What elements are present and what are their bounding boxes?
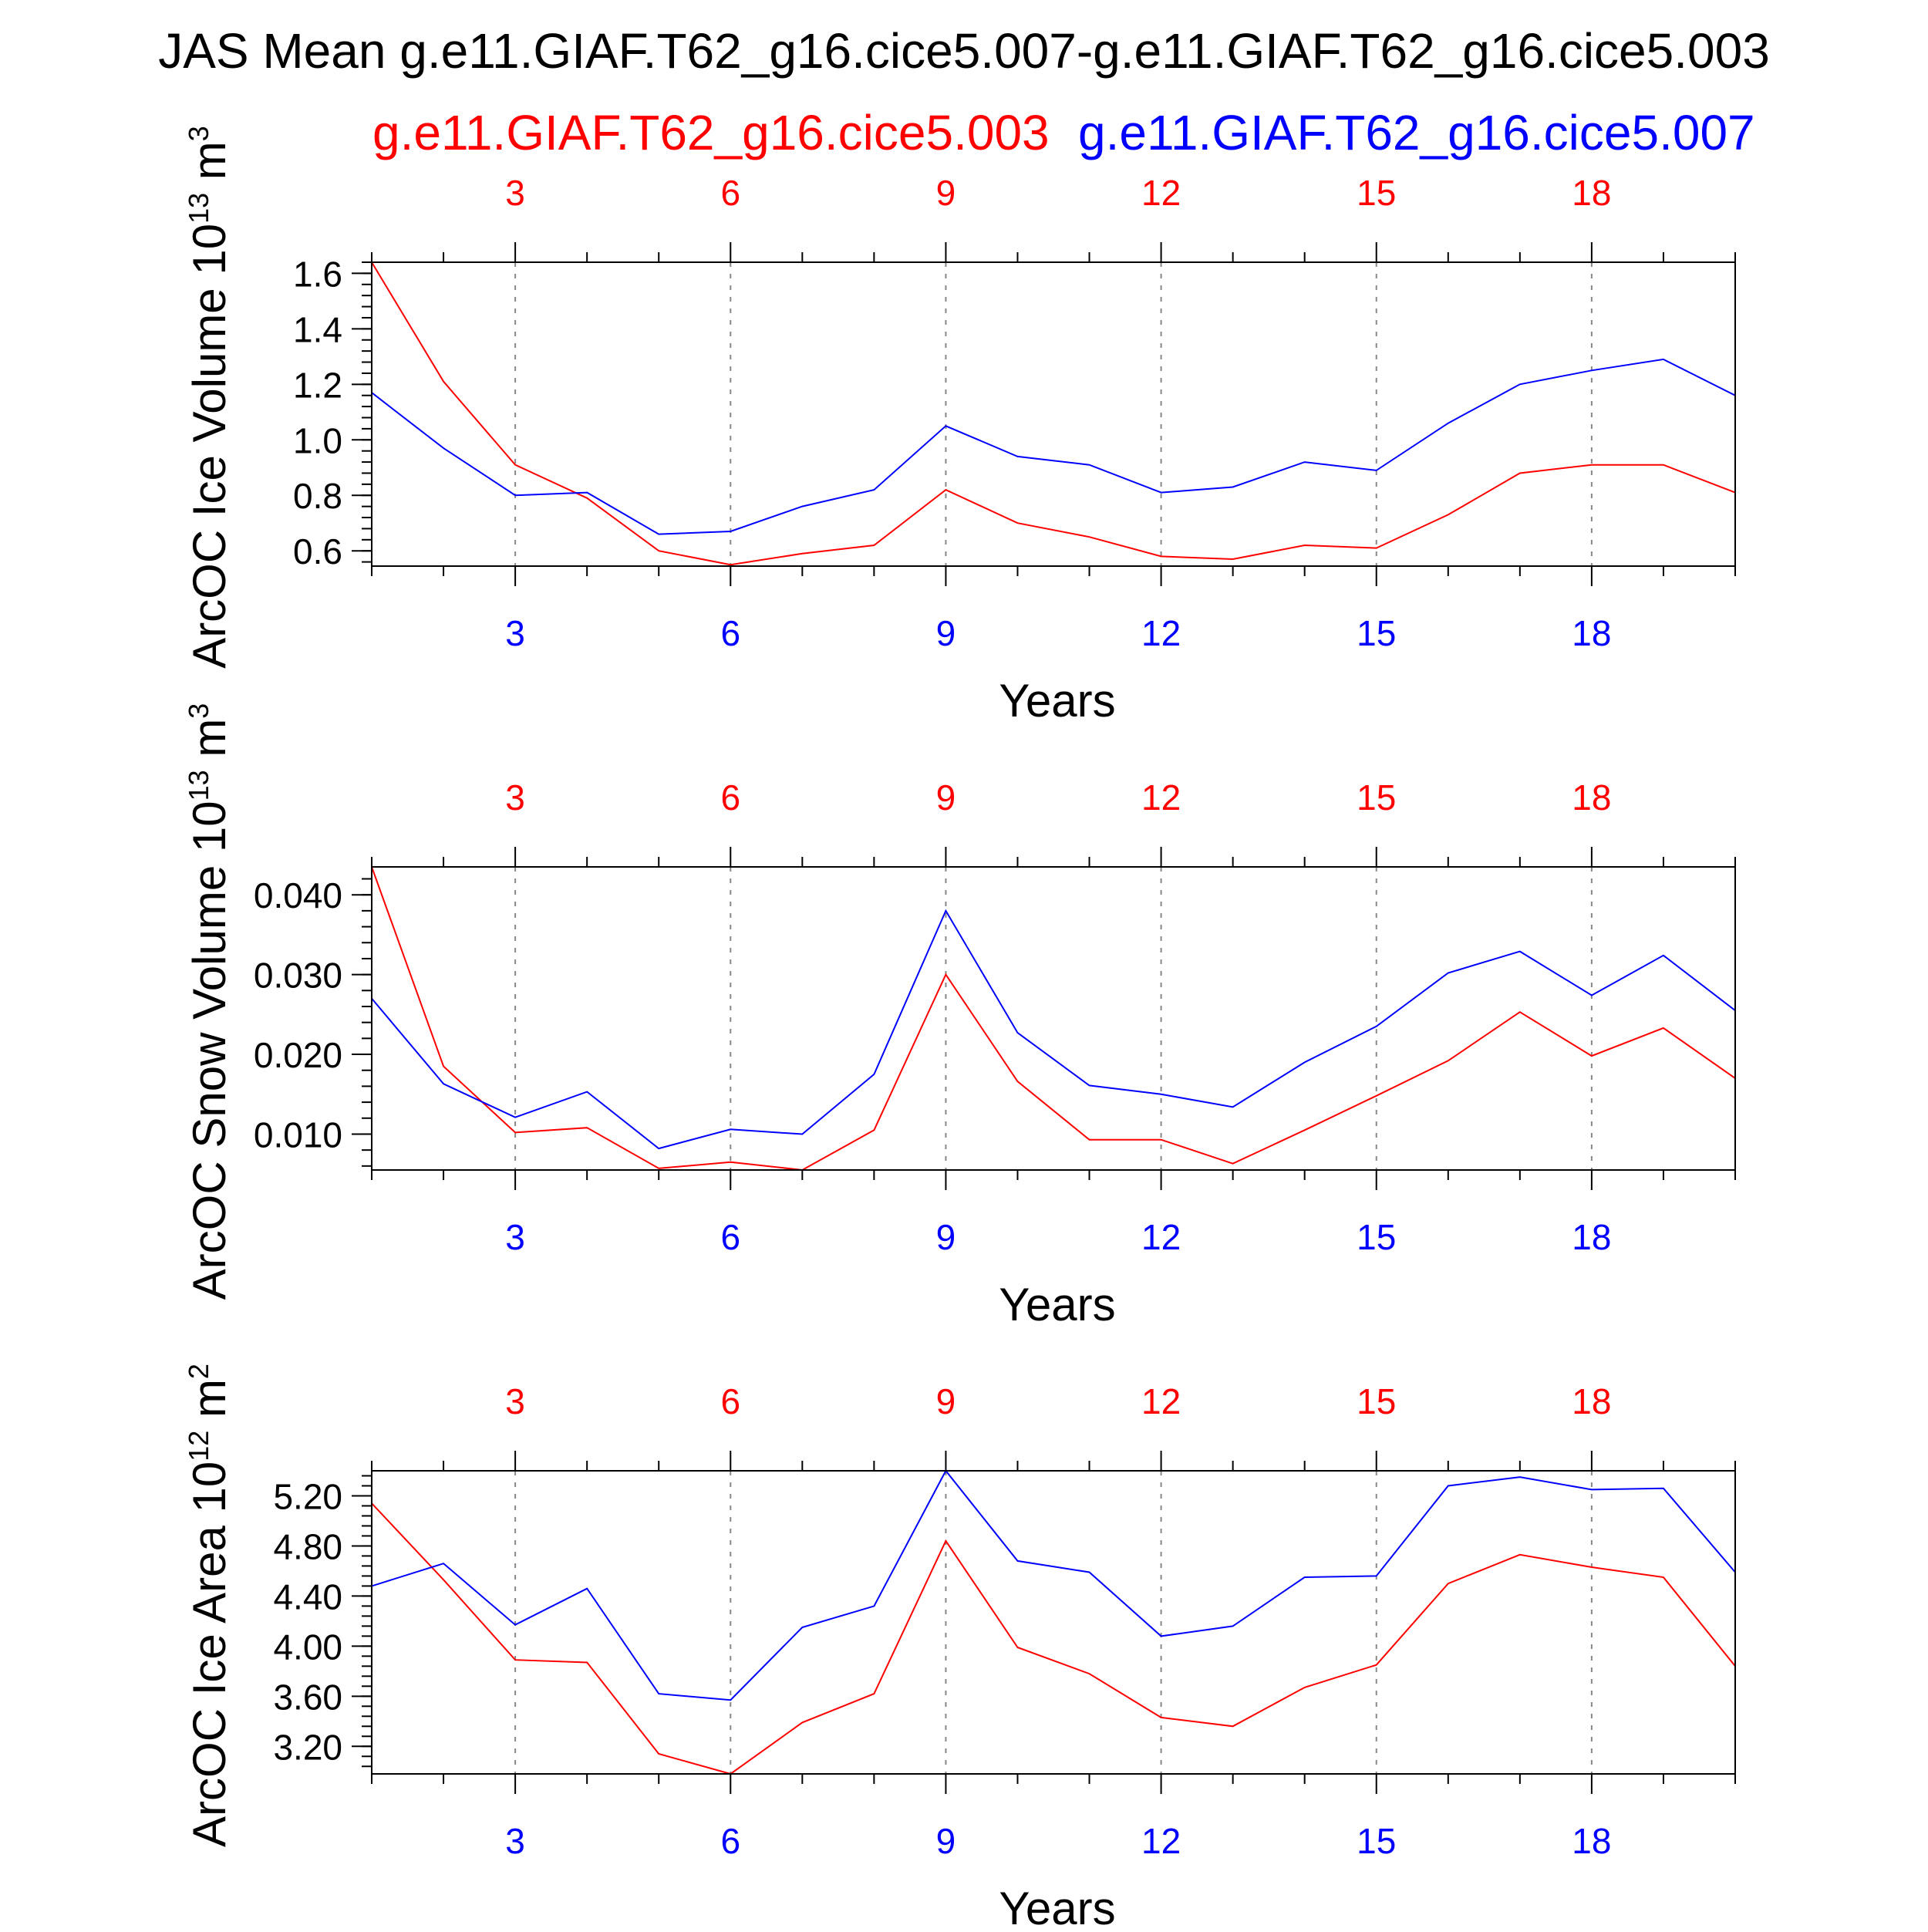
x-tick-label-bottom: 9: [936, 613, 956, 653]
y-axis-title: ArcOC Snow Volume 1013 m3: [183, 703, 235, 1300]
y-tick-label: 3.20: [273, 1727, 342, 1767]
x-tick-label-bottom: 12: [1141, 1217, 1181, 1257]
x-tick-label-bottom: 6: [720, 613, 740, 653]
x-tick-label-top: 15: [1357, 777, 1396, 818]
legend-series-003: g.e11.GIAF.T62_g16.cice5.003: [372, 105, 1050, 160]
x-tick-label-bottom: 15: [1357, 1821, 1396, 1861]
x-tick-label-bottom: 3: [505, 1217, 525, 1257]
y-tick-label: 0.010: [254, 1114, 342, 1155]
x-tick-label-top: 9: [936, 777, 956, 818]
y-tick-label: 4.40: [273, 1576, 342, 1617]
x-tick-label-top: 15: [1357, 173, 1396, 213]
x-tick-label-bottom: 3: [505, 613, 525, 653]
series-line-007: [371, 1469, 1736, 1701]
x-tick-label-top: 3: [505, 173, 525, 213]
series-line-007: [371, 358, 1736, 535]
x-tick-label-bottom: 12: [1141, 1821, 1181, 1861]
x-tick-label-bottom: 9: [936, 1821, 956, 1861]
y-tick-label: 1.6: [293, 254, 342, 294]
x-tick-label-top: 3: [505, 777, 525, 818]
x-tick-label-top: 12: [1141, 1381, 1181, 1421]
x-tick-label-bottom: 18: [1572, 613, 1611, 653]
x-tick-label-bottom: 12: [1141, 613, 1181, 653]
chart-panel-3: 3.20 3.60 4.00 4.40 4.80 5.20 3 3 6 6 9 9 12 12 15 15 18…: [183, 1364, 1736, 1932]
y-tick-label: 4.00: [273, 1627, 342, 1667]
x-axis-title: Years: [999, 675, 1115, 727]
y-tick-label: 1.0: [293, 420, 342, 460]
x-tick-label-top: 12: [1141, 173, 1181, 213]
x-tick-label-top: 9: [936, 173, 956, 213]
chart-title: JAS Mean g.e11.GIAF.T62_g16.cice5.007-g.…: [158, 23, 1770, 79]
plot-frame: [371, 1470, 1736, 1775]
x-tick-label-top: 3: [505, 1381, 525, 1421]
y-tick-label: 3.60: [273, 1677, 342, 1717]
plot-frame: [371, 866, 1736, 1171]
x-tick-label-bottom: 15: [1357, 1217, 1396, 1257]
chart-panel-1: 0.6 0.8 1.0 1.2 1.4 1.6 3 3 6 6 9 9 12 12 15 15 18 18 Year…: [183, 126, 1736, 727]
x-tick-label-bottom: 18: [1572, 1821, 1611, 1861]
series-line-003: [371, 1502, 1736, 1775]
x-tick-label-bottom: 6: [720, 1217, 740, 1257]
y-axis-title: ArcOC Ice Area 1012 m2: [183, 1364, 235, 1847]
x-tick-label-top: 18: [1572, 1381, 1611, 1421]
x-tick-label-bottom: 15: [1357, 613, 1396, 653]
y-tick-label: 5.20: [273, 1476, 342, 1516]
x-tick-label-top: 9: [936, 1381, 956, 1421]
chart-panels: 0.6 0.8 1.0 1.2 1.4 1.6 3 3 6 6 9 9 12 12 15 15 18 18 Year…: [183, 126, 1736, 1932]
y-tick-label: 0.6: [293, 531, 342, 572]
x-tick-label-top: 15: [1357, 1381, 1396, 1421]
y-tick-label: 0.030: [254, 956, 342, 996]
series-line-003: [371, 261, 1736, 566]
series-line-007: [371, 909, 1736, 1150]
x-axis-title: Years: [999, 1279, 1115, 1330]
x-tick-label-bottom: 9: [936, 1217, 956, 1257]
y-tick-label: 0.020: [254, 1035, 342, 1075]
x-tick-label-top: 6: [720, 777, 740, 818]
y-tick-label: 1.2: [293, 365, 342, 405]
chart-panel-2: 0.010 0.020 0.030 0.040 3 3 6 6 9 9 12 12 15 15 18 18 Ye…: [183, 703, 1736, 1330]
y-axis-title: ArcOC Ice Volume 1013 m3: [183, 126, 235, 669]
x-tick-label-bottom: 18: [1572, 1217, 1611, 1257]
y-tick-label: 1.4: [293, 309, 342, 349]
x-tick-label-top: 6: [720, 1381, 740, 1421]
x-tick-label-top: 18: [1572, 777, 1611, 818]
legend-series-007: g.e11.GIAF.T62_g16.cice5.007: [1078, 105, 1755, 160]
x-tick-label-bottom: 3: [505, 1821, 525, 1861]
x-tick-label-bottom: 6: [720, 1821, 740, 1861]
x-tick-label-top: 18: [1572, 173, 1611, 213]
plot-frame: [371, 261, 1736, 567]
x-tick-label-top: 12: [1141, 777, 1181, 818]
y-tick-label: 0.040: [254, 875, 342, 915]
x-tick-label-top: 6: [720, 173, 740, 213]
y-tick-label: 4.80: [273, 1526, 342, 1566]
series-line-003: [371, 866, 1736, 1172]
x-axis-title: Years: [999, 1883, 1115, 1928]
y-tick-label: 0.8: [293, 476, 342, 516]
